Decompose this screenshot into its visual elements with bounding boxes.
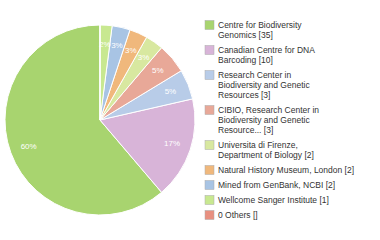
legend-label: Natural History Museum, London [2] bbox=[218, 165, 354, 175]
data-labels: 60%17%5%5%3%3%3%2% bbox=[21, 40, 180, 151]
legend-swatch bbox=[205, 166, 214, 175]
data-label: 3% bbox=[138, 53, 150, 62]
legend-label: Canadian Centre for DNABarcoding [10] bbox=[218, 45, 315, 65]
legend-swatch bbox=[205, 21, 214, 30]
data-label: 5% bbox=[165, 87, 177, 96]
data-label: 3% bbox=[111, 41, 123, 50]
legend-label: 0 Others [] bbox=[218, 210, 258, 220]
data-label: 60% bbox=[21, 142, 37, 151]
data-label: 5% bbox=[152, 66, 164, 75]
data-label: 2% bbox=[99, 40, 111, 49]
pie bbox=[5, 25, 195, 215]
legend-label: Centre for BiodiversityGenomics [35] bbox=[218, 20, 302, 40]
legend-swatch bbox=[205, 106, 214, 115]
data-label: 3% bbox=[125, 46, 137, 55]
legend-swatch bbox=[205, 46, 214, 55]
legend-swatch bbox=[205, 196, 214, 205]
legend-swatch bbox=[205, 71, 214, 80]
legend-label: Research Center inBiodiversity and Genet… bbox=[218, 70, 310, 100]
legend-swatch bbox=[205, 141, 214, 150]
pie-slice bbox=[100, 26, 130, 120]
legend-swatch bbox=[205, 211, 214, 220]
legend-label: CIBIO, Research Center inBiodiversity an… bbox=[218, 105, 319, 135]
legend-label: Universita di Firenze,Department of Biol… bbox=[218, 140, 314, 160]
legend-label: Mined from GenBank, NCBI [2] bbox=[218, 180, 335, 190]
pie-slice bbox=[100, 25, 112, 120]
chart: 60%17%5%5%3%3%3%2%Centre for Biodiversit… bbox=[0, 0, 380, 240]
legend: Centre for BiodiversityGenomics [35] Cana… bbox=[205, 20, 354, 220]
data-label: 17% bbox=[164, 139, 180, 148]
legend-label: Wellcome Sanger Institute [1] bbox=[218, 195, 329, 205]
legend-swatch bbox=[205, 181, 214, 190]
